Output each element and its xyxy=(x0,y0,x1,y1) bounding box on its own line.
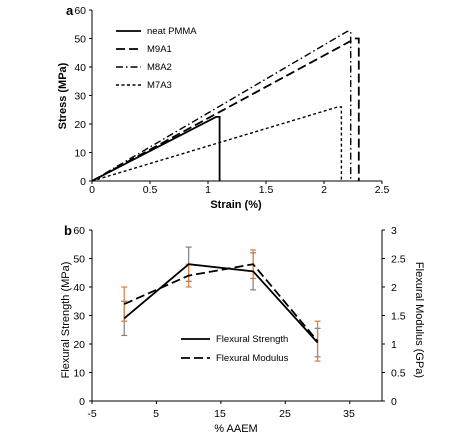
b-error-bar-flexural-modulus xyxy=(314,320,321,362)
b-series-flexural-modulus xyxy=(123,263,319,342)
b-legend-label-flexural-modulus: Flexural Modulus xyxy=(216,353,289,364)
a-legend: neat PMMA M9A1 M8A2 M7A3 xyxy=(116,26,197,91)
b-y2-axis-title: Flexural Modulus (GPa) xyxy=(413,262,425,378)
a-xtick-0: 0 xyxy=(89,184,95,196)
b-ytick-10: 10 xyxy=(73,368,85,380)
b-series-flexural-strength xyxy=(123,263,319,344)
b-y2tick-3: 3 xyxy=(391,225,397,237)
b-ytick-0: 0 xyxy=(79,396,85,408)
b-y2tick-1: 1 xyxy=(391,339,397,351)
a-series-layer xyxy=(91,30,360,182)
b-series-layer xyxy=(121,246,321,362)
b-y2tick-2.5: 2.5 xyxy=(391,254,406,266)
a-x-axis-title: Strain (%) xyxy=(210,199,262,211)
b-y2tick-0: 0 xyxy=(391,396,397,408)
a-xtick-2.5: 2.5 xyxy=(375,184,390,196)
panel-b-letter: b xyxy=(64,223,72,238)
a-ytick-30: 30 xyxy=(74,91,86,103)
b-y2tick-2: 2 xyxy=(391,282,397,294)
a-xtick-1: 1 xyxy=(205,184,211,196)
a-series-m7a3 xyxy=(91,106,343,182)
a-ytick-50: 50 xyxy=(74,34,86,46)
a-series-m9a1 xyxy=(91,37,360,182)
a-legend-label-m7a3: M7A3 xyxy=(147,80,172,91)
b-axes xyxy=(89,229,385,404)
a-legend-label-m9a1: M9A1 xyxy=(147,44,172,55)
b-legend-label-flexural-strength: Flexural Strength xyxy=(216,334,288,345)
a-ytick-40: 40 xyxy=(74,62,86,74)
b-y2tick-0.5: 0.5 xyxy=(391,368,406,380)
b-xtick-5: 5 xyxy=(153,408,159,420)
b-y-axis-title: Flexural Strength (MPa) xyxy=(60,262,72,379)
b-ytick-60: 60 xyxy=(73,225,85,237)
b-xtick--5: -5 xyxy=(87,408,96,420)
panel-a-letter: a xyxy=(66,3,74,18)
panel-a: a 60 50 40 30 20 10 0 0 0.5 1 1.5 2 2.5 … xyxy=(57,3,389,211)
a-axes xyxy=(89,9,383,184)
b-ytick-20: 20 xyxy=(73,339,85,351)
a-ytick-20: 20 xyxy=(74,119,86,131)
b-ytick-30: 30 xyxy=(73,311,85,323)
panel-b: b 60 50 40 30 20 10 0 3 2.5 2 1.5 1 0.5 … xyxy=(60,223,425,435)
a-xtick-2: 2 xyxy=(321,184,327,196)
a-series-neat-pmma xyxy=(91,116,221,182)
b-ytick-40: 40 xyxy=(73,282,85,294)
a-legend-label-m8a2: M8A2 xyxy=(147,62,172,73)
a-legend-label-neat-pmma: neat PMMA xyxy=(147,26,197,37)
b-xtick-15: 15 xyxy=(214,408,226,420)
b-xtick-25: 25 xyxy=(279,408,291,420)
a-xtick-1.5: 1.5 xyxy=(259,184,274,196)
a-series-m8a2 xyxy=(91,30,352,182)
a-xtick-0.5: 0.5 xyxy=(143,184,158,196)
b-y2tick-1.5: 1.5 xyxy=(391,311,406,323)
a-y-axis-title: Stress (MPa) xyxy=(57,62,69,129)
b-xtick-35: 35 xyxy=(343,408,355,420)
b-ytick-50: 50 xyxy=(73,254,85,266)
b-x-axis-title: % AAEM xyxy=(214,423,257,435)
a-ytick-10: 10 xyxy=(74,148,86,160)
a-ytick-60: 60 xyxy=(74,5,86,17)
a-ytick-0: 0 xyxy=(80,176,86,188)
b-legend: Flexural Strength Flexural Modulus xyxy=(181,334,289,364)
